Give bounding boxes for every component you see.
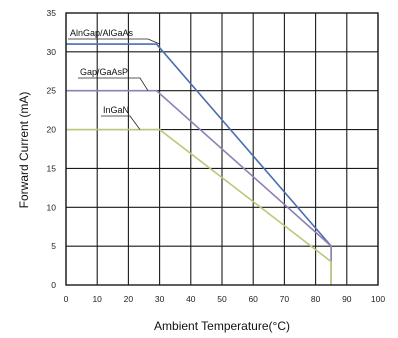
series-labels: AlnGap/AlGaAs Gap/GaAsP InGaN [68, 28, 161, 130]
x-tick-label: 100 [371, 294, 385, 304]
series-label-leader [101, 115, 141, 130]
y-tick-label: 0 [51, 280, 56, 290]
series-line [66, 43, 333, 285]
x-tick-label: 30 [155, 294, 165, 304]
x-tick-label: 50 [217, 294, 227, 304]
y-tick-label: 15 [47, 163, 57, 173]
x-tick-label: 0 [64, 294, 69, 304]
series-layer [66, 43, 333, 285]
tick-labels: 0 10 20 30 40 50 60 70 80 90 100 0 5 10 15 20 25 30 35 [47, 8, 386, 304]
x-axis-label: Ambient Temperature(°C) [154, 319, 290, 333]
x-tick-label: 40 [186, 294, 196, 304]
y-tick-label: 30 [47, 47, 57, 57]
y-tick-label: 10 [47, 202, 57, 212]
series-label: InGaN [103, 105, 129, 115]
plot-border [65, 12, 379, 286]
y-axis-label: Forward Current (mA) [17, 92, 31, 209]
series-label: Gap/GaAsP [80, 67, 128, 77]
y-tick-label: 25 [47, 86, 57, 96]
x-tick-label: 70 [280, 294, 290, 304]
x-tick-label: 90 [342, 294, 352, 304]
series-line [66, 128, 333, 285]
x-tick-label: 60 [248, 294, 258, 304]
y-tick-label: 5 [51, 241, 56, 251]
x-tick-label: 80 [311, 294, 321, 304]
series-line [66, 89, 333, 285]
series-label: AlnGap/AlGaAs [70, 28, 134, 38]
x-tick-label: 10 [92, 294, 102, 304]
y-tick-label: 20 [47, 125, 57, 135]
y-tick-label: 35 [47, 8, 57, 18]
series-label-leader [78, 77, 149, 91]
x-tick-label: 20 [124, 294, 134, 304]
series-label-leader [68, 38, 161, 45]
plot-frame [65, 12, 379, 286]
